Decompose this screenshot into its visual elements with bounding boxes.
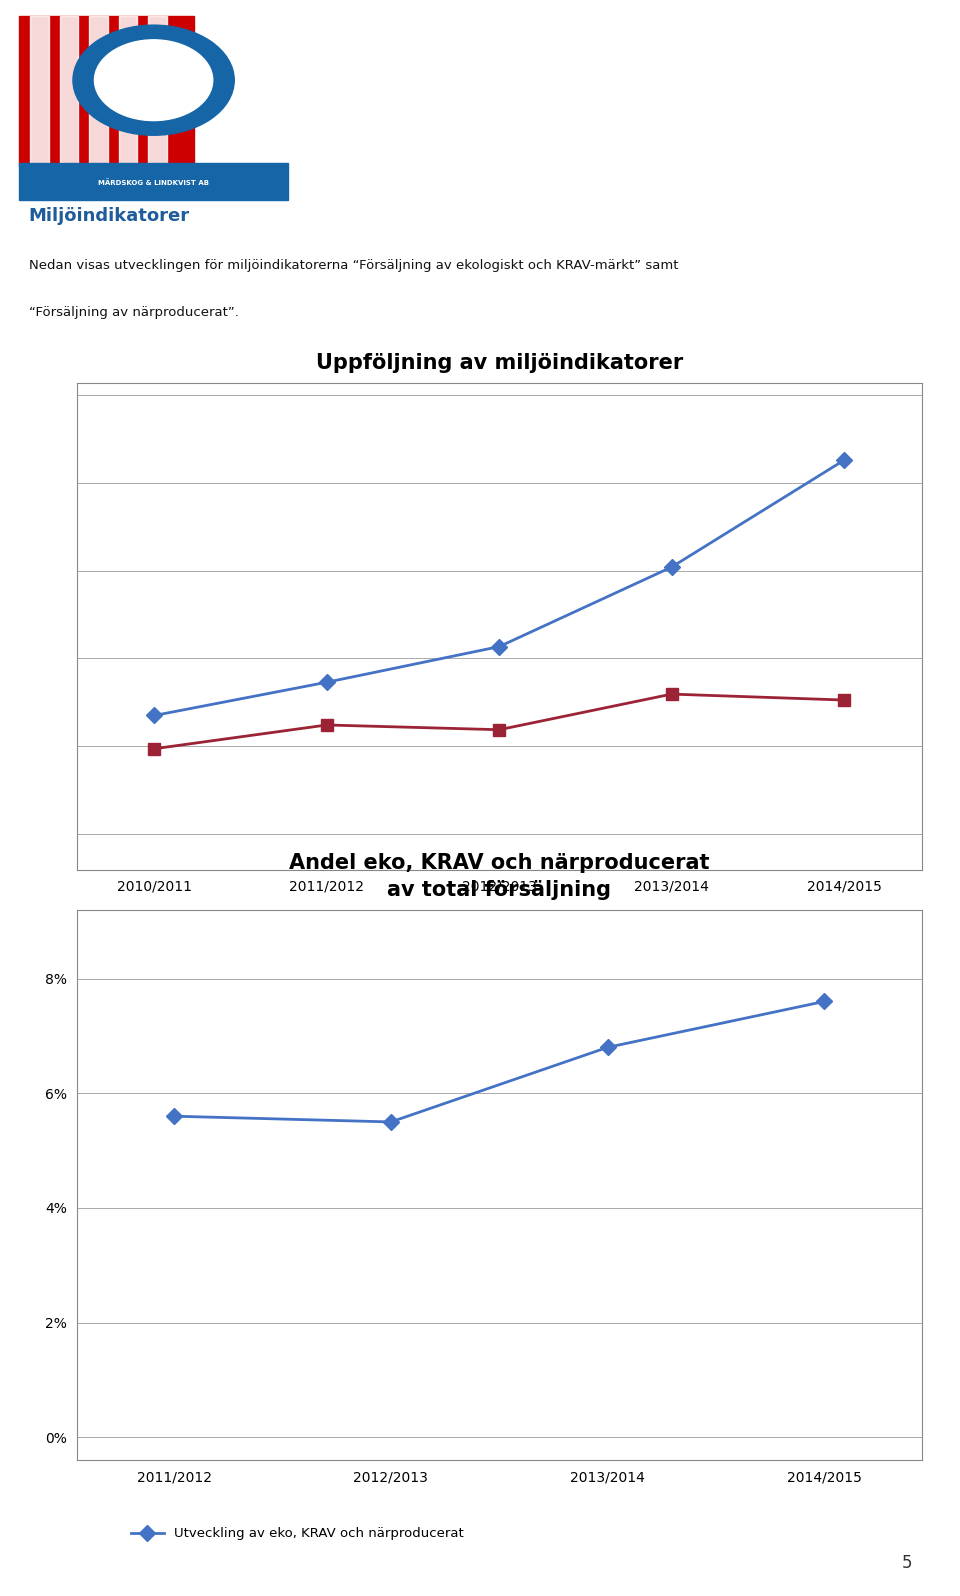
- Circle shape: [94, 40, 213, 121]
- Polygon shape: [148, 16, 167, 166]
- Polygon shape: [30, 16, 49, 166]
- Utveckling av eko, KRAV och närproducerat: [602, 1037, 613, 1057]
- Legend: Utveckling av eko, KRAV och närproducerat: Utveckling av eko, KRAV och närproducera…: [126, 1523, 469, 1545]
- Försäljning av eko och KRAV - kr: [666, 557, 678, 576]
- Line: Utveckling av eko, KRAV och närproducerat: Utveckling av eko, KRAV och närproducera…: [169, 996, 829, 1127]
- Utveckling av eko, KRAV och närproducerat: [818, 991, 829, 1012]
- Text: MÄRDSKOG & LINDKVIST AB: MÄRDSKOG & LINDKVIST AB: [98, 179, 209, 187]
- Line: Försäljning av närproducerat - kr: Försäljning av närproducerat - kr: [149, 688, 850, 755]
- Försäljning av närproducerat - kr: [493, 720, 505, 739]
- Bar: [19, 163, 288, 200]
- Försäljning av eko och KRAV - kr: [493, 637, 505, 656]
- Polygon shape: [60, 16, 79, 166]
- Polygon shape: [89, 16, 108, 166]
- Bar: [19, 16, 194, 166]
- Polygon shape: [119, 16, 137, 166]
- Title: Uppföljning av miljöindikatorer: Uppföljning av miljöindikatorer: [316, 353, 683, 373]
- Försäljning av närproducerat - kr: [666, 685, 678, 704]
- Utveckling av eko, KRAV och närproducerat: [169, 1106, 180, 1125]
- Utveckling av eko, KRAV och närproducerat: [385, 1112, 396, 1132]
- Line: Försäljning av eko och KRAV - kr: Försäljning av eko och KRAV - kr: [149, 455, 850, 721]
- Försäljning av närproducerat - kr: [149, 739, 160, 758]
- Circle shape: [73, 26, 234, 136]
- Text: 5: 5: [901, 1555, 912, 1572]
- Försäljning av eko och KRAV - kr: [149, 705, 160, 725]
- Försäljning av eko och KRAV - kr: [838, 450, 850, 469]
- Text: “Försäljning av närproducerat”.: “Försäljning av närproducerat”.: [29, 306, 239, 319]
- Text: Miljöindikatorer: Miljöindikatorer: [29, 207, 190, 225]
- Text: Nedan visas utvecklingen för miljöindikatorerna “Försäljning av ekologiskt och K: Nedan visas utvecklingen för miljöindika…: [29, 259, 679, 271]
- Försäljning av närproducerat - kr: [321, 715, 332, 734]
- Försäljning av närproducerat - kr: [838, 691, 850, 710]
- Legend: Försäljning av eko och KRAV - kr, Försäljning av närproducerat - kr: Försäljning av eko och KRAV - kr, Försäl…: [84, 940, 634, 964]
- Title: Andel eko, KRAV och närproducerat
av total försäljning: Andel eko, KRAV och närproducerat av tot…: [289, 854, 709, 900]
- Försäljning av eko och KRAV - kr: [321, 672, 332, 691]
